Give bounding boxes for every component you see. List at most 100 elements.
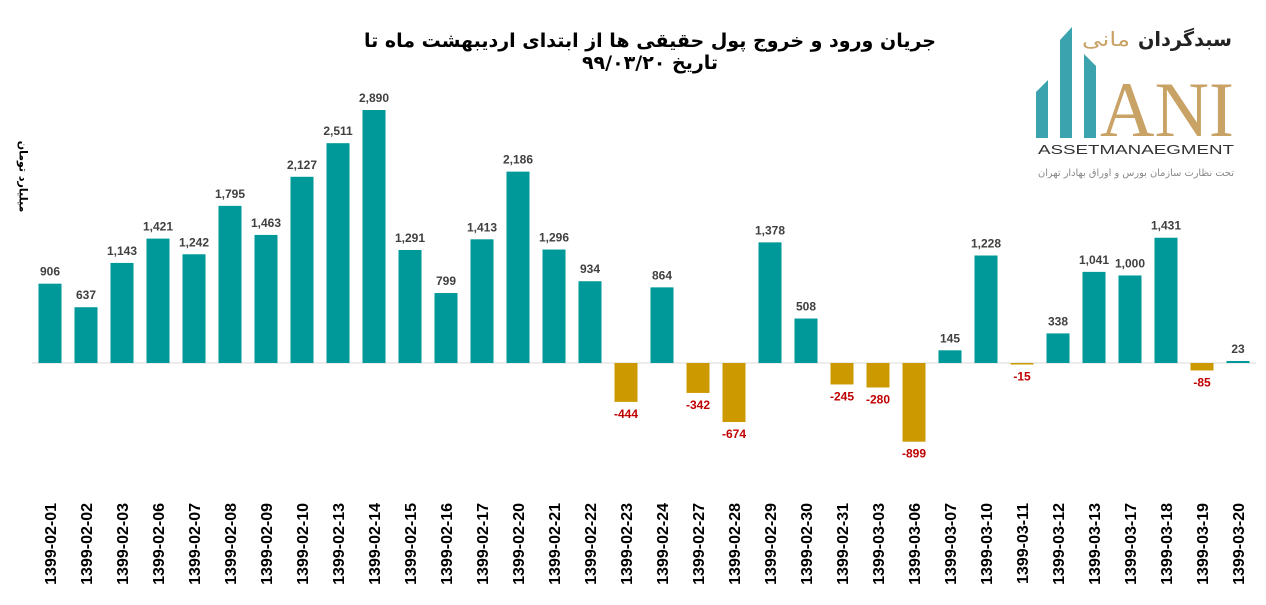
bar-1399-03-18 [1154, 237, 1178, 363]
x-tick-label: 1399-03-20 [1231, 503, 1248, 585]
x-tick-label: 1399-03-17 [1123, 503, 1140, 585]
chart-title: جریان ورود و خروج پول حقیقی ها از ابتدای… [364, 30, 936, 74]
x-tick-label: 1399-02-03 [115, 503, 132, 585]
x-tick-label: 1399-02-22 [583, 503, 600, 585]
bar-1399-02-31 [830, 363, 854, 385]
data-label: 864 [652, 268, 672, 282]
data-label: -899 [902, 447, 926, 461]
bar-1399-02-22 [578, 281, 602, 363]
data-label: 338 [1048, 314, 1068, 328]
bar-1399-02-13 [326, 143, 350, 363]
svg-text:تحت نظارت سازمان بورس و اوراق: تحت نظارت سازمان بورس و اوراق بهادار تهر… [1038, 168, 1234, 179]
bar-1399-03-12 [1046, 333, 1070, 363]
data-label: 637 [76, 288, 96, 302]
x-tick-label: 1399-03-19 [1195, 503, 1212, 585]
data-label: 2,127 [287, 158, 317, 172]
x-tick-label: 1399-02-24 [655, 503, 672, 585]
data-label: 1,463 [251, 216, 281, 230]
bar-1399-03-20 [1226, 360, 1250, 363]
x-tick-label: 1399-03-03 [871, 503, 888, 585]
x-tick-label: 1399-02-10 [295, 503, 312, 585]
bar-1399-02-27 [686, 363, 710, 393]
svg-text:ASSETMANAEGMENT: ASSETMANAEGMENT [1038, 142, 1234, 157]
x-tick-label: 1399-03-10 [979, 503, 996, 585]
x-tick-label: 1399-02-29 [763, 503, 780, 585]
bar-1399-02-10 [290, 176, 314, 363]
data-label: 2,890 [359, 91, 389, 105]
bar-1399-02-08 [218, 205, 242, 363]
x-tick-label: 1399-02-28 [727, 503, 744, 585]
data-label: -674 [722, 427, 746, 441]
x-tick-label: 1399-02-23 [619, 503, 636, 585]
data-label: 1,795 [215, 187, 245, 201]
bar-1399-02-20 [506, 171, 530, 363]
x-tick-label: 1399-03-13 [1087, 503, 1104, 585]
x-tick-label: 1399-02-16 [439, 503, 456, 585]
bar-1399-02-28 [722, 363, 746, 423]
bar-1399-02-24 [650, 287, 674, 363]
x-tick-label: 1399-02-30 [799, 503, 816, 585]
bar-1399-02-03 [110, 262, 134, 363]
data-label: -85 [1193, 375, 1211, 389]
x-tick-label: 1399-02-06 [151, 503, 168, 585]
bar-1399-02-30 [794, 318, 818, 363]
bar-1399-02-17 [470, 239, 494, 363]
data-label: -342 [686, 398, 710, 412]
bar-1399-02-29 [758, 242, 782, 363]
x-tick-label: 1399-02-08 [223, 503, 240, 585]
bar-1399-02-15 [398, 249, 422, 363]
bar-1399-03-06 [902, 363, 926, 442]
x-tick-label: 1399-02-17 [475, 503, 492, 585]
bar-1399-02-16 [434, 293, 458, 363]
bar-1399-02-09 [254, 234, 278, 363]
x-tick-label: 1399-02-14 [367, 503, 384, 585]
data-label: 1,242 [179, 235, 209, 249]
x-tick-label: 1399-02-20 [511, 503, 528, 585]
data-label: 1,431 [1151, 219, 1181, 233]
data-label: 1,041 [1079, 253, 1109, 267]
x-tick-label: 1399-02-07 [187, 503, 204, 585]
bar-1399-03-03 [866, 363, 890, 388]
data-label: 145 [940, 331, 960, 345]
data-label: -280 [866, 393, 890, 407]
bar-1399-03-07 [938, 350, 962, 363]
x-tick-label: 1399-02-21 [547, 503, 564, 585]
bar-1399-02-02 [74, 307, 98, 363]
x-tick-label: 1399-03-06 [907, 503, 924, 585]
mani-logo: سبدگردان مانی ANI ASSETMANAEGMENT تحت نظ… [1036, 27, 1234, 179]
x-tick-label: 1399-03-07 [943, 503, 960, 585]
x-tick-label: 1399-03-18 [1159, 503, 1176, 585]
bar-1399-02-01 [38, 283, 62, 363]
bar-1399-03-11 [1010, 363, 1034, 365]
data-label: 508 [796, 300, 816, 314]
bar-1399-02-14 [362, 110, 386, 363]
data-label: 2,511 [323, 124, 353, 138]
svg-text:ANI: ANI [1100, 66, 1234, 153]
data-label: -245 [830, 389, 854, 403]
data-label: 1,413 [467, 220, 497, 234]
bar-1399-02-21 [542, 249, 566, 363]
x-tick-label: 1399-02-09 [259, 503, 276, 585]
data-label: 1,228 [971, 236, 1001, 250]
data-label: 1,421 [143, 220, 173, 234]
bar-1399-02-07 [182, 254, 206, 363]
data-label: 1,378 [755, 223, 785, 237]
x-tick-label: 1399-02-31 [835, 503, 852, 585]
data-label: -444 [614, 407, 638, 421]
x-tick-label: 1399-03-11 [1015, 503, 1032, 584]
data-label: 23 [1231, 342, 1245, 356]
x-tick-label: 1399-02-02 [79, 503, 96, 585]
data-label: 1,296 [539, 231, 569, 245]
data-label: 799 [436, 274, 456, 288]
bar-1399-02-23 [614, 363, 638, 402]
bar-1399-03-10 [974, 255, 998, 363]
x-tick-label: 1399-02-27 [691, 503, 708, 585]
x-tick-label: 1399-02-15 [403, 503, 420, 585]
x-tick-label: 1399-02-13 [331, 503, 348, 585]
data-label: 934 [580, 262, 600, 276]
data-label: 2,186 [503, 153, 533, 167]
data-label: 1,143 [107, 244, 137, 258]
svg-text:مانی: مانی [1082, 27, 1130, 51]
bar-1399-03-17 [1118, 275, 1142, 363]
svg-text:سبدگردان: سبدگردان [1138, 27, 1232, 51]
